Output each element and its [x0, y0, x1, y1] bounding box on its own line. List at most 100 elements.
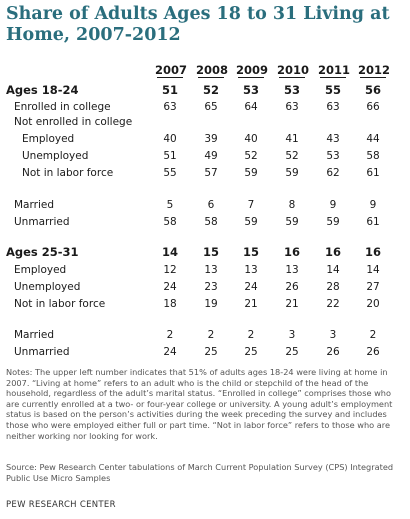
table-cell: 13	[204, 264, 218, 276]
table-cell: 59	[244, 167, 258, 179]
table-cell: 44	[366, 133, 380, 145]
header-underline	[360, 77, 386, 78]
table-cell: 24	[163, 346, 177, 358]
table-cell: 63	[326, 101, 340, 113]
table-cell: 41	[285, 133, 299, 145]
table-cell: 16	[324, 245, 341, 259]
table-cell: 12	[163, 264, 177, 276]
table-cell: 39	[204, 133, 218, 145]
row-label: Unmarried	[14, 346, 70, 358]
table-cell: 57	[204, 167, 218, 179]
table-row: Unmarried 58 58 59 59 59 61	[0, 214, 410, 230]
table-cell: 61	[366, 167, 380, 179]
table-row: Unemployed 24 23 24 26 28 27	[0, 279, 410, 295]
table-cell: 26	[285, 281, 299, 293]
table-cell: 2	[247, 329, 255, 341]
table-cell: 21	[244, 298, 258, 310]
table-cell: 58	[366, 150, 380, 162]
table-row: Enrolled in college 63 65 64 63 63 66	[0, 99, 410, 115]
year-header: 2011	[318, 63, 351, 77]
row-label: Employed	[22, 133, 75, 145]
year-header: 2008	[196, 63, 229, 77]
table-cell: 56	[364, 83, 381, 97]
table-cell: 6	[207, 199, 215, 211]
table-cell: 3	[329, 329, 337, 341]
table-cell: 5	[166, 199, 174, 211]
table-row: Ages 25-31 14 15 15 16 16 16	[0, 244, 410, 260]
table-row: Unemployed 51 49 52 52 53 58	[0, 148, 410, 164]
table-cell: 58	[204, 216, 218, 228]
table-cell: 15	[242, 245, 259, 259]
table-row: Ages 18-24 51 52 53 53 55 56	[0, 82, 410, 98]
row-label: Married	[14, 199, 54, 211]
table-cell: 25	[244, 346, 258, 358]
table-cell: 25	[285, 346, 299, 358]
table-cell: 26	[366, 346, 380, 358]
header-underline	[279, 77, 305, 78]
table-cell: 9	[369, 199, 377, 211]
table-cell: 14	[366, 264, 380, 276]
table-row: Employed 12 13 13 13 14 14	[0, 262, 410, 278]
table-cell: 58	[163, 216, 177, 228]
table-cell: 61	[366, 216, 380, 228]
table-cell: 43	[326, 133, 340, 145]
table-row: Married 5 6 7 8 9 9	[0, 197, 410, 213]
row-label: Not enrolled in college	[14, 116, 133, 128]
row-label: Not in labor force	[22, 167, 114, 179]
table-cell: 64	[244, 101, 258, 113]
table-cell: 22	[326, 298, 340, 310]
table-cell: 40	[244, 133, 258, 145]
header-underline	[157, 77, 183, 78]
table-cell: 25	[204, 346, 218, 358]
table-cell: 28	[326, 281, 340, 293]
table-cell: 7	[247, 199, 255, 211]
organization-name: PEW RESEARCH CENTER	[6, 500, 116, 510]
table-cell: 19	[204, 298, 218, 310]
table-cell: 53	[283, 83, 300, 97]
row-label: Married	[14, 329, 54, 341]
table-row: Employed 40 39 40 41 43 44	[0, 131, 410, 147]
table-cell: 66	[366, 101, 380, 113]
year-header: 2010	[277, 63, 310, 77]
header-underline	[320, 77, 346, 78]
table-cell: 14	[161, 245, 178, 259]
source-text: Source: Pew Research Center tabulations …	[6, 462, 394, 483]
year-header: 2012	[358, 63, 391, 77]
table-cell: 9	[329, 199, 337, 211]
table-cell: 27	[366, 281, 380, 293]
table-cell: 2	[166, 329, 174, 341]
table-cell: 55	[324, 83, 341, 97]
table-cell: 59	[285, 167, 299, 179]
table-row: Married 2 2 2 3 3 2	[0, 327, 410, 343]
table-cell: 52	[244, 150, 258, 162]
table-cell: 24	[163, 281, 177, 293]
table-cell: 23	[204, 281, 218, 293]
table-cell: 20	[366, 298, 380, 310]
table-cell: 8	[288, 199, 296, 211]
table-row: Unmarried 24 25 25 25 26 26	[0, 344, 410, 360]
table-cell: 59	[244, 216, 258, 228]
row-label: Unemployed	[22, 150, 89, 162]
row-label: Ages 25-31	[6, 245, 79, 259]
table-cell: 26	[326, 346, 340, 358]
notes-text: Notes: The upper left number indicates t…	[6, 367, 393, 441]
row-label: Employed	[14, 264, 67, 276]
table-cell: 52	[202, 83, 219, 97]
header-underline	[238, 77, 264, 78]
table-row: Not in labor force 55 57 59 59 62 61	[0, 165, 410, 181]
table-cell: 62	[326, 167, 340, 179]
table-cell: 40	[163, 133, 177, 145]
row-label: Ages 18-24	[6, 83, 79, 97]
table-cell: 63	[285, 101, 299, 113]
table-cell: 51	[163, 150, 177, 162]
table-row: Not enrolled in college	[0, 114, 410, 130]
row-label: Unemployed	[14, 281, 81, 293]
row-label: Enrolled in college	[14, 101, 111, 113]
table-cell: 18	[163, 298, 177, 310]
row-label: Unmarried	[14, 216, 70, 228]
table-cell: 63	[163, 101, 177, 113]
table-cell: 51	[161, 83, 178, 97]
table-cell: 16	[283, 245, 300, 259]
table-cell: 55	[163, 167, 177, 179]
table-cell: 2	[369, 329, 377, 341]
